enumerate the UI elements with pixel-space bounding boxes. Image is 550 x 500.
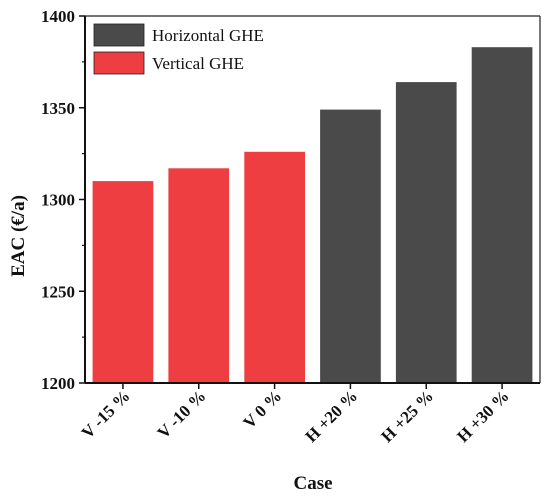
bar-6 [471,47,533,383]
legend-swatch [93,23,145,47]
y-axis-title: EAC (€/a) [8,195,29,277]
legend-swatch [93,51,145,75]
x-tick-label: H +25 % [377,386,437,446]
x-tick-label: H +30 % [453,386,513,446]
legend-label: Horizontal GHE [152,26,264,45]
y-tick-label: 1250 [41,282,75,301]
bar-3 [244,151,305,383]
bars-group [92,47,533,383]
legend: Horizontal GHE Vertical GHE [93,23,264,75]
y-tick-label: 1350 [41,99,75,118]
x-tick-label: V -15 % [78,386,134,442]
bar-1 [92,181,154,383]
y-ticks-group: 1200 1250 1300 1350 1400 [41,7,85,393]
x-tick-label: V 0 % [239,386,285,432]
bar-4 [320,109,381,383]
legend-label: Vertical GHE [152,54,244,73]
bar-2 [168,168,230,383]
x-tick-label: H +20 % [302,386,362,446]
y-tick-label: 1300 [41,191,75,210]
y-tick-label: 1200 [41,374,75,393]
y-tick-label: 1400 [41,7,75,26]
x-axis-title: Case [293,473,332,494]
x-tick-label: V -10 % [154,386,210,442]
x-ticks-group: V -15 % V -10 % V 0 % H +20 % H +25 % H +30 % [78,383,513,446]
bar-5 [395,82,457,383]
